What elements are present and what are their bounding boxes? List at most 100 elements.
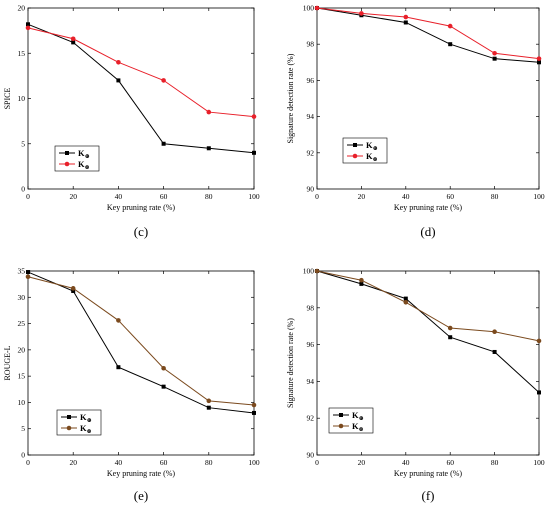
data-point: [492, 56, 497, 61]
x-tick-label: 0: [315, 458, 319, 467]
y-tick-label: 92: [307, 414, 315, 423]
y-tick-label: 30: [18, 293, 26, 302]
chart-panel-3: 0 20 40 60 80 100 0 5 10 15 20 25 30 35 Key pruning ra…: [3, 267, 260, 504]
legend-marker: [64, 161, 70, 167]
x-tick-label: 20: [69, 192, 77, 201]
x-tick-label: 0: [26, 458, 30, 467]
series-line-2: [27, 276, 255, 406]
data-point: [537, 60, 541, 65]
chart-panel-4: 0 20 40 60 80 100 90 92 94 96 98 100 Key pruning rat…: [286, 267, 545, 504]
y-axis-label: ROUGE-L: [3, 345, 12, 380]
y-axis-label: Signature detection rate (%): [286, 318, 295, 408]
legend-label-subscript: ⊕: [373, 146, 378, 152]
data-point: [116, 60, 121, 65]
data-point: [492, 329, 497, 335]
y-tick-label: 94: [307, 112, 315, 121]
y-tick-label: 25: [18, 319, 26, 328]
chart-panel-1: 0 20 40 60 80 100 0 5 10 15 20 Key pruning rate (%)…: [3, 4, 260, 240]
x-tick-label: 0: [26, 192, 30, 201]
panel-caption: (d): [420, 224, 435, 239]
legend-label-subscript: ⊕: [87, 418, 92, 424]
data-point: [71, 288, 76, 293]
data-point: [161, 384, 166, 389]
legend: K⊕K⊗: [328, 407, 374, 434]
legend-label-subscript: ⊕: [85, 154, 90, 160]
data-point: [25, 25, 31, 31]
data-point: [26, 22, 30, 27]
legend-marker: [65, 151, 69, 155]
legend-label-subscript: ⊗: [359, 427, 364, 433]
data-point: [492, 349, 497, 354]
data-point: [251, 114, 257, 119]
plot-frame: [27, 270, 255, 456]
data-point: [314, 5, 320, 11]
x-axis-label: Key pruning rate (%): [107, 469, 176, 478]
x-axis-label: Key pruning rate (%): [107, 203, 176, 212]
legend-marker: [352, 153, 358, 159]
x-tick-label: 60: [446, 192, 454, 201]
y-tick-label: 96: [307, 76, 315, 85]
data-point: [403, 20, 408, 25]
series-line-2: [316, 270, 540, 342]
legend-label: K⊕: [352, 410, 364, 422]
series-line-2: [27, 27, 255, 118]
legend-label: K⊕: [78, 148, 90, 160]
data-point: [403, 296, 408, 301]
panel-caption: (f): [422, 488, 435, 503]
legend-box: [328, 407, 374, 434]
y-tick-label: 100: [303, 267, 315, 276]
data-point: [161, 365, 166, 371]
x-tick-label: 20: [358, 458, 366, 467]
data-point: [70, 36, 76, 42]
legend-label-subscript: ⊗: [373, 157, 378, 163]
x-axis-label: Key pruning rate (%): [394, 469, 463, 478]
data-point: [359, 11, 364, 16]
y-tick-label: 10: [18, 398, 26, 407]
y-tick-label: 35: [18, 267, 26, 276]
data-point: [403, 299, 409, 305]
y-tick-label: 90: [307, 451, 315, 460]
x-tick-label: 80: [491, 458, 499, 467]
y-tick-label: 15: [18, 49, 26, 58]
y-tick-label: 5: [21, 424, 25, 433]
data-point: [206, 398, 212, 404]
legend-label: K⊗: [78, 159, 90, 171]
legend: K⊕K⊗: [56, 409, 102, 436]
legend-label: K⊗: [80, 423, 92, 435]
x-tick-label: 60: [160, 192, 168, 201]
y-tick-label: 0: [21, 185, 25, 194]
data-point: [314, 268, 320, 274]
y-tick-label: 20: [18, 4, 26, 13]
data-point: [359, 277, 364, 283]
x-tick-label: 100: [533, 192, 545, 201]
series-line-1: [316, 270, 540, 393]
x-axis-label: Key pruning rate (%): [394, 203, 463, 212]
y-tick-label: 15: [18, 372, 26, 381]
y-tick-label: 92: [307, 148, 315, 157]
x-tick-label: 80: [205, 192, 213, 201]
y-tick-label: 90: [307, 185, 315, 194]
panel-caption: (c): [134, 224, 148, 239]
legend-marker: [66, 425, 72, 431]
x-tick-label: 80: [205, 458, 213, 467]
legend: K⊕K⊗: [342, 137, 388, 164]
x-tick-label: 20: [358, 192, 366, 201]
y-tick-label: 20: [18, 345, 26, 354]
plot-frame: [316, 7, 540, 190]
y-tick-label: 98: [307, 303, 315, 312]
data-point: [536, 338, 542, 344]
data-point: [403, 14, 409, 20]
x-tick-label: 40: [402, 458, 410, 467]
legend-label: K⊕: [80, 412, 92, 424]
data-point: [161, 78, 166, 83]
legend-box: [54, 145, 100, 172]
data-point: [448, 335, 453, 340]
y-tick-label: 100: [303, 4, 315, 13]
legend-marker: [339, 413, 343, 417]
x-tick-label: 40: [402, 192, 410, 201]
x-tick-label: 80: [491, 192, 499, 201]
legend-marker: [353, 143, 357, 147]
legend-marker: [67, 415, 71, 419]
x-tick-label: 20: [69, 458, 77, 467]
data-point: [447, 325, 453, 331]
